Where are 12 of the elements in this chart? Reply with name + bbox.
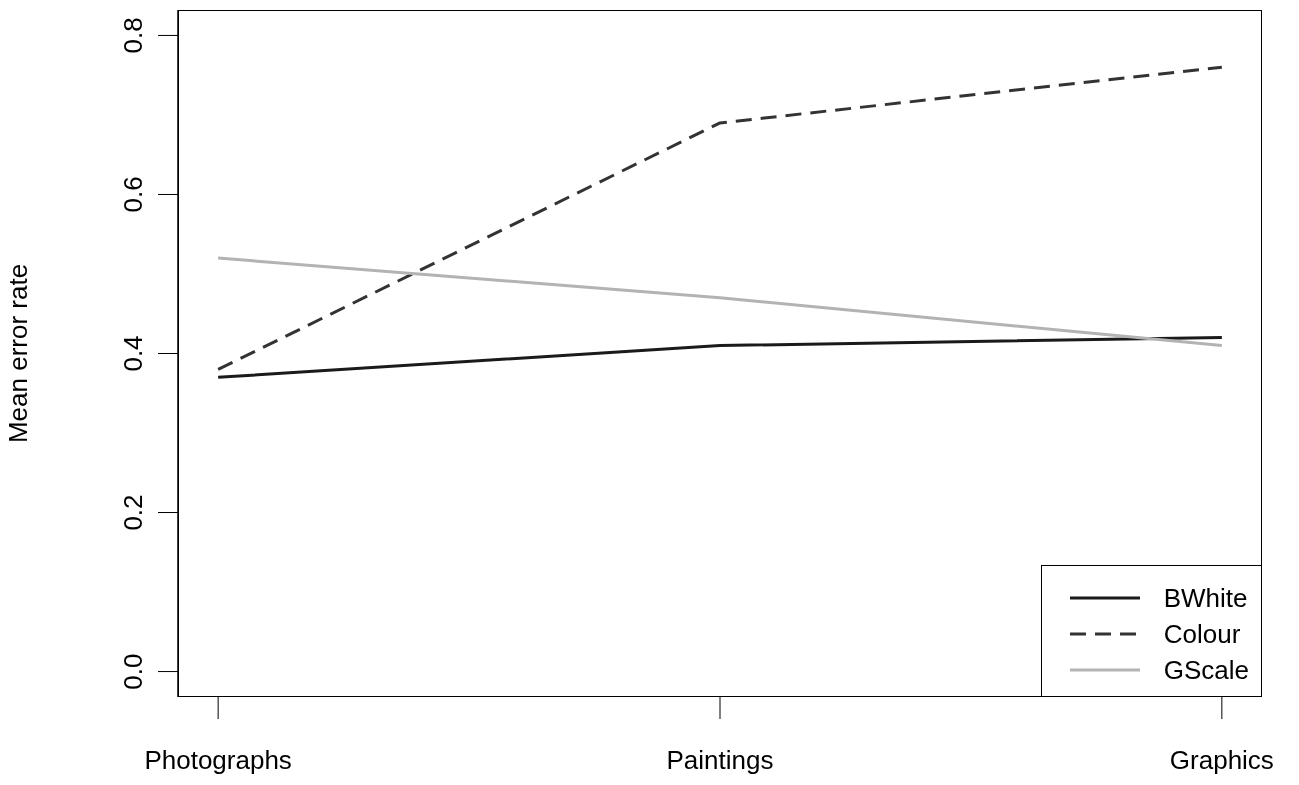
y-tick-label: 0.2 [118,494,148,531]
legend-label: GScale [1163,654,1249,686]
y-tick-label: 0.8 [118,17,148,54]
x-tick-label: Photographs [144,745,292,776]
legend-label: Colour [1163,618,1241,650]
y-axis-title: Mean error rate [3,263,34,444]
y-tick-label: 0.4 [118,335,148,372]
legend-label: BWhite [1163,582,1248,614]
x-tick-label: Graphics [1169,745,1274,776]
x-tick-label: Paintings [666,745,774,776]
y-tick-label: 0.0 [118,653,148,690]
y-tick-label: 0.6 [118,176,148,213]
